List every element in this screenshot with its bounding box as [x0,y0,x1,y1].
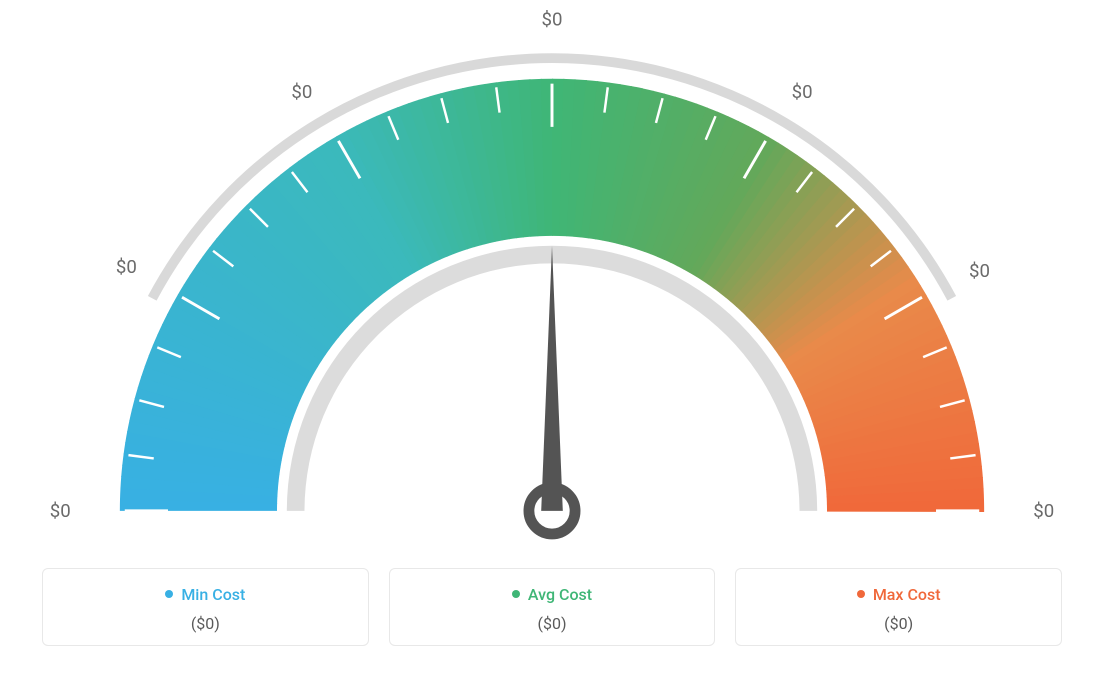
legend-value-min: ($0) [53,614,358,633]
scale-label: $0 [291,81,312,103]
legend-label-min: Min Cost [181,585,245,604]
scale-label: $0 [1033,500,1054,522]
scale-label: $0 [50,500,71,522]
legend-row: Min Cost ($0) Avg Cost ($0) Max Cost ($0… [42,568,1062,646]
legend-value-max: ($0) [746,614,1051,633]
scale-label: $0 [542,10,563,31]
scale-label: $0 [969,260,990,282]
legend-title-min: Min Cost [165,585,245,604]
scale-label: $0 [792,81,813,103]
cost-gauge: $0 $0 $0 $0 $0 $0 $0 [42,10,1062,560]
legend-card-max: Max Cost ($0) [735,568,1062,646]
gauge-needle [541,246,563,511]
legend-dot-avg [512,590,520,598]
legend-label-avg: Avg Cost [528,585,592,604]
legend-label-max: Max Cost [873,585,941,604]
legend-dot-max [857,590,865,598]
legend-dot-min [165,590,173,598]
legend-title-avg: Avg Cost [512,585,592,604]
legend-value-avg: ($0) [400,614,705,633]
legend-title-max: Max Cost [857,585,941,604]
legend-card-min: Min Cost ($0) [42,568,369,646]
gauge-svg: $0 $0 $0 $0 $0 $0 $0 [42,10,1062,560]
scale-label: $0 [116,256,137,278]
legend-card-avg: Avg Cost ($0) [389,568,716,646]
